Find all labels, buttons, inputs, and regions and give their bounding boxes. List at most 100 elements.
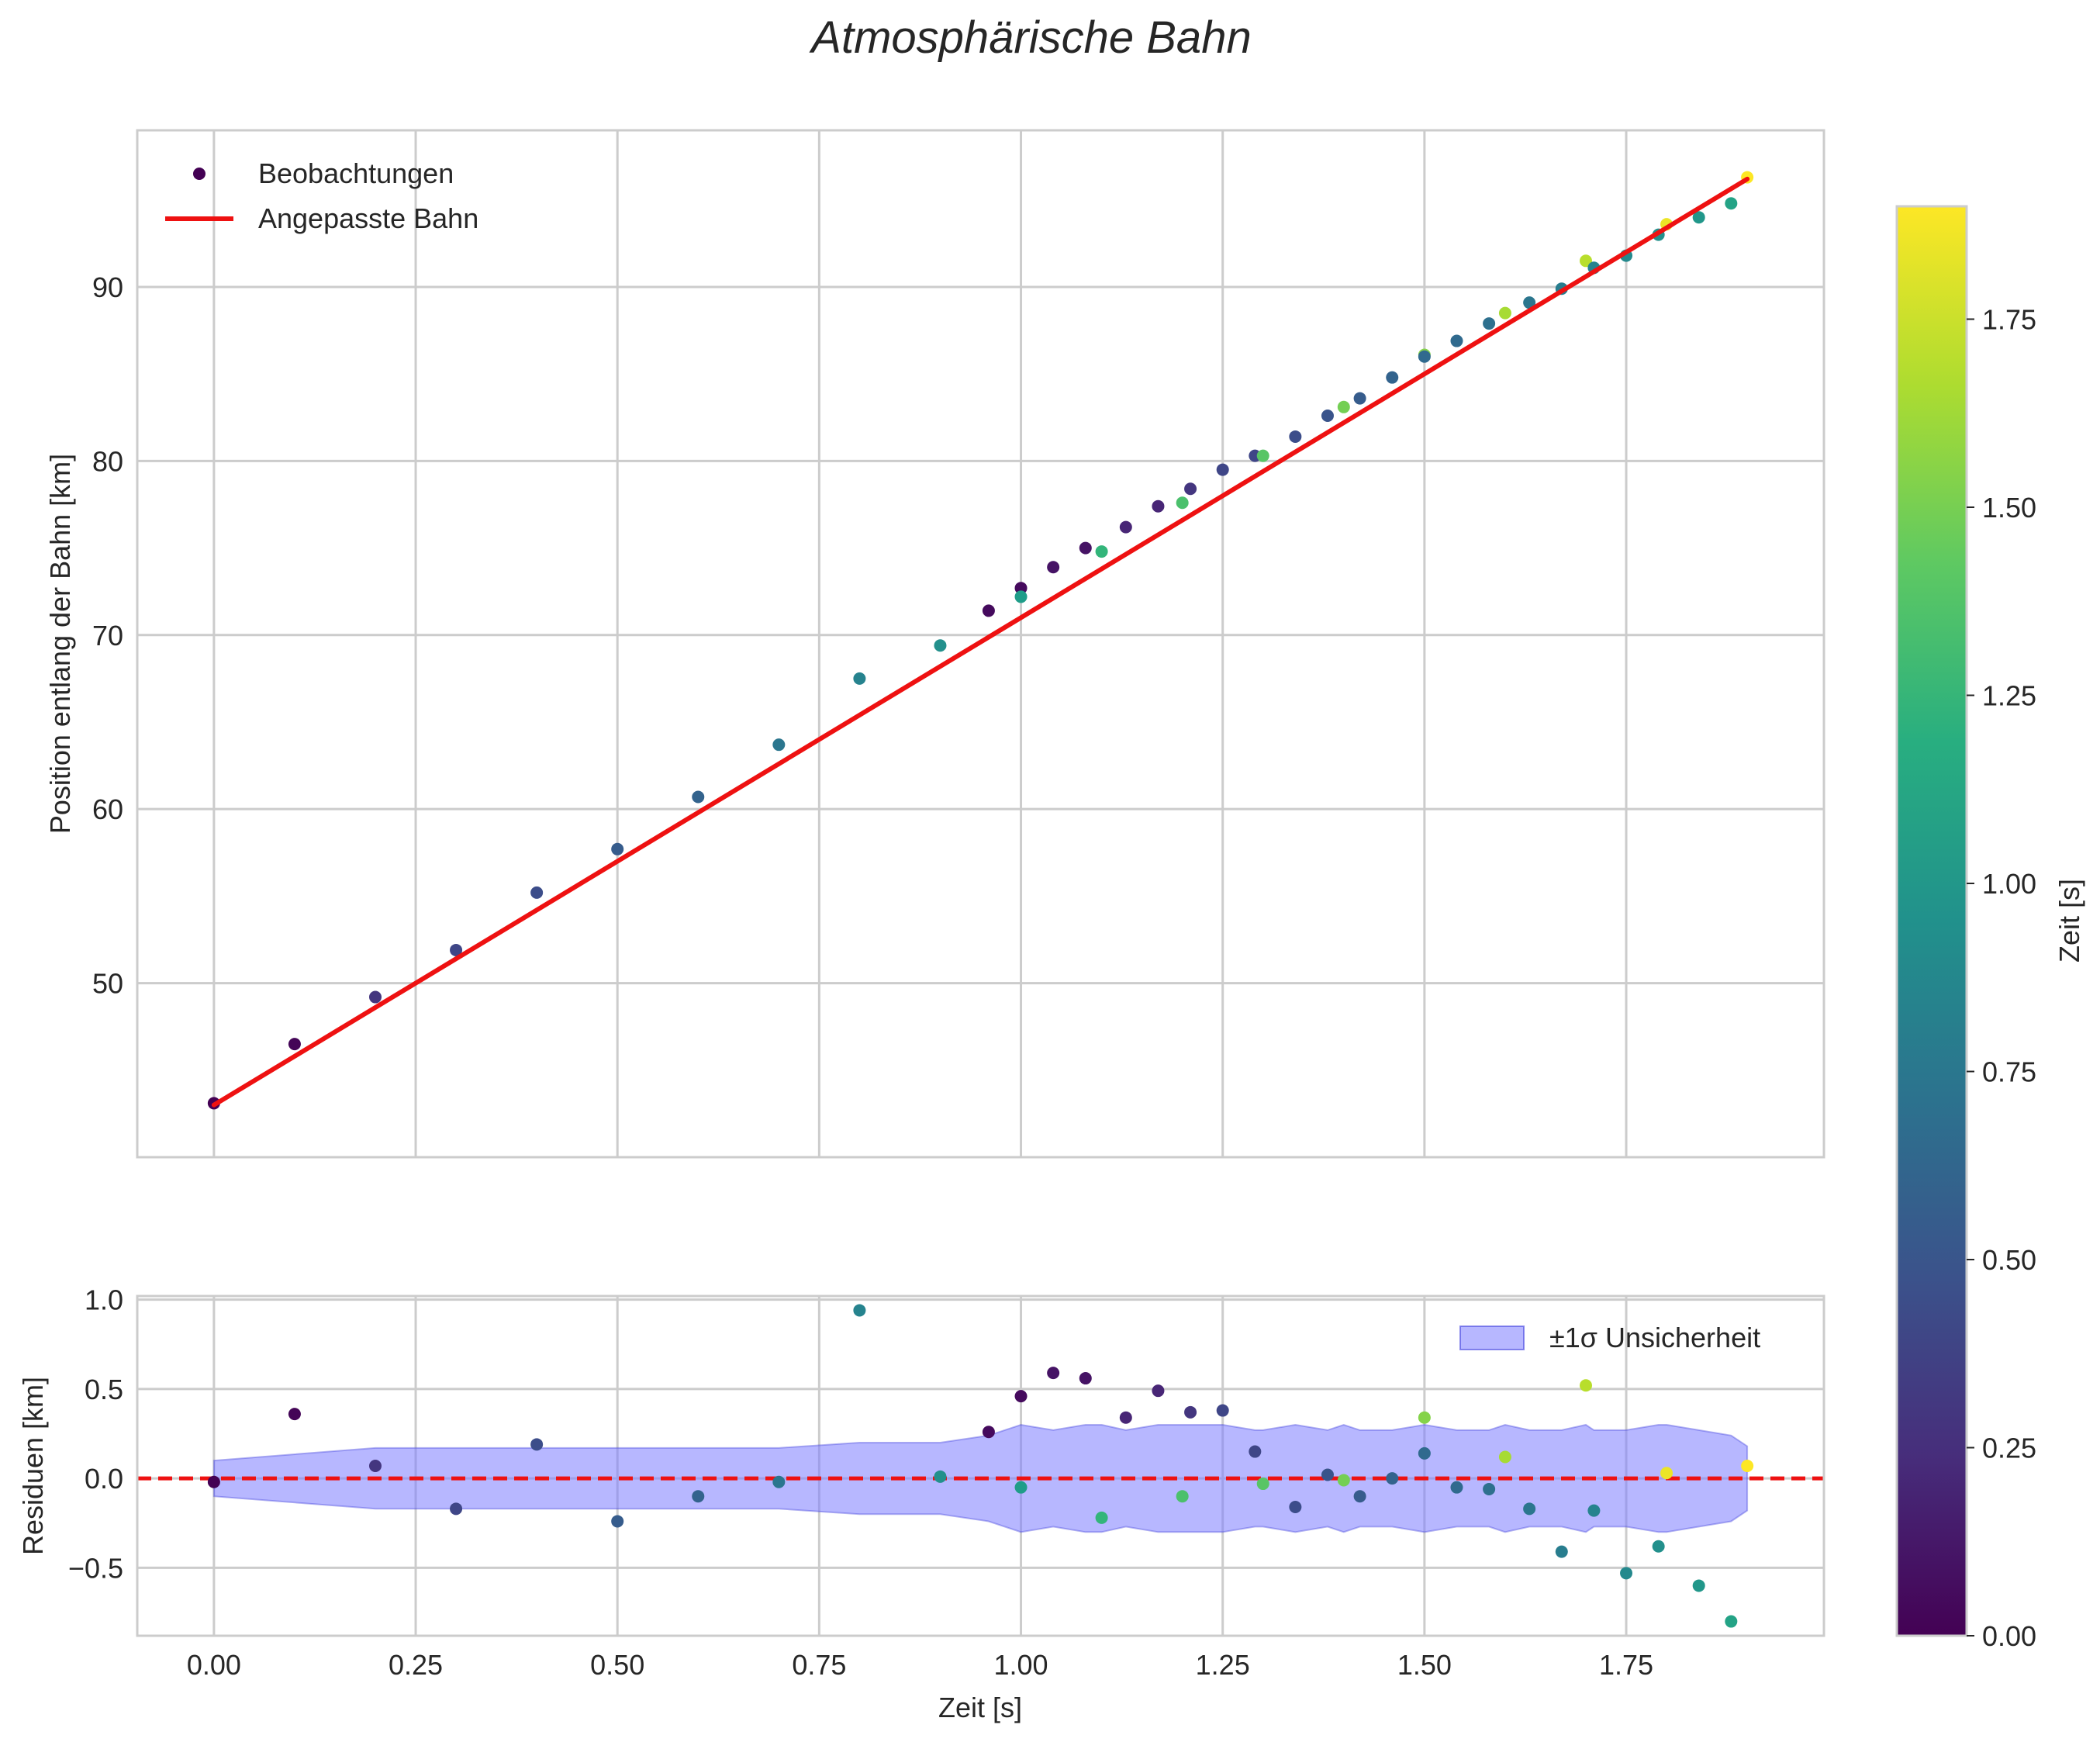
lower-y-tick-label: 0.0 (85, 1463, 123, 1495)
upper-legend: Beobachtungen Angepasste Bahn (165, 157, 478, 234)
observation-point (1418, 350, 1431, 363)
lower-y-tick-label: 1.0 (85, 1284, 123, 1316)
observation-point (1523, 296, 1536, 309)
residual-point (1256, 1478, 1269, 1491)
observation-point (1450, 334, 1463, 347)
observation-point (1337, 400, 1350, 413)
residual-point (982, 1426, 995, 1439)
observation-point (692, 790, 705, 804)
residual-point (1095, 1511, 1108, 1524)
residual-point (1184, 1405, 1197, 1419)
residual-point (1620, 1567, 1633, 1580)
upper-content (207, 171, 1754, 1110)
upper-y-tick-label: 80 (92, 445, 123, 477)
legend-fit-line-label: Angepasste Bahn (258, 202, 478, 234)
colorbar-tick-label: 1.25 (1982, 680, 2036, 712)
colorbar-tick-label: 0.00 (1982, 1620, 2036, 1652)
upper-y-ticks: 50 60 70 80 90 (92, 271, 123, 1000)
residual-point (368, 1460, 382, 1472)
x-tick-label: 1.50 (1397, 1649, 1452, 1681)
colorbar-tick-label: 1.50 (1982, 492, 2036, 524)
upper-panel: 50 60 70 80 90 Position entlang der Bahn [km… (44, 129, 1825, 1159)
residual-point (1450, 1481, 1463, 1494)
x-axis-label: Zeit [s] (938, 1692, 1022, 1723)
observation-point (1256, 449, 1269, 462)
upper-plot-frame (136, 129, 1825, 1159)
upper-y-axis-label: Position entlang der Bahn [km] (44, 454, 76, 834)
colorbar-tick-label: 0.50 (1982, 1244, 2036, 1276)
lower-y-tick-label: −0.5 (68, 1552, 123, 1584)
lower-y-tick-label: 0.5 (85, 1374, 123, 1405)
residual-point (1386, 1472, 1399, 1485)
observation-point (530, 886, 544, 899)
residual-point (1418, 1446, 1431, 1460)
residual-point (1523, 1502, 1536, 1516)
upper-y-tick-label: 90 (92, 271, 123, 303)
residual-point (1249, 1445, 1262, 1458)
x-ticks: 0.00 0.25 0.50 0.75 1.00 1.25 1.50 1.75 (187, 1649, 1653, 1681)
upper-y-tick-label: 70 (92, 620, 123, 652)
residual-point (692, 1490, 705, 1503)
x-tick-label: 1.75 (1599, 1649, 1653, 1681)
lower-legend: ±1σ Unsicherheit (1459, 1322, 1760, 1353)
residual-point (1741, 1460, 1754, 1472)
residual-point (1660, 1467, 1673, 1480)
colorbar-tick-label: 1.75 (1982, 304, 2036, 336)
observation-point (853, 672, 866, 685)
residual-point (1321, 1468, 1334, 1481)
residual-point (1047, 1367, 1060, 1380)
x-tick-label: 0.50 (590, 1649, 644, 1681)
observation-point (288, 1038, 301, 1051)
chart-title: Atmosphärische Bahn (809, 12, 1251, 63)
observation-point (1216, 463, 1229, 476)
residual-point (1176, 1490, 1189, 1503)
observation-point (1152, 499, 1165, 513)
residual-point (1555, 1545, 1568, 1558)
observation-point (1498, 306, 1511, 320)
observation-point (1079, 541, 1092, 555)
fit-line (211, 176, 1750, 1108)
residual-point (1216, 1404, 1229, 1417)
observation-point (934, 639, 947, 652)
residual-point (1079, 1372, 1092, 1385)
upper-y-tick-label: 50 (92, 968, 123, 1000)
colorbar-gradient (1895, 205, 1968, 1637)
residual-point (450, 1502, 463, 1516)
residual-point (1580, 1379, 1593, 1392)
residual-point (1289, 1501, 1302, 1514)
observation-point (1386, 371, 1399, 384)
colorbar-tick-label: 0.25 (1982, 1433, 2036, 1464)
legend-observations-label: Beobachtungen (258, 157, 454, 189)
observation-point (1580, 254, 1593, 268)
colorbar-tick-label: 1.00 (1982, 868, 2036, 900)
residual-point (1353, 1490, 1366, 1503)
colorbar-tick-label: 0.75 (1982, 1056, 2036, 1088)
residual-point (1152, 1384, 1165, 1398)
residual-point (1483, 1482, 1496, 1495)
observation-point (1176, 496, 1189, 510)
observation-point (1692, 211, 1705, 224)
observation-point (1047, 561, 1060, 574)
observation-point (1184, 482, 1197, 496)
x-tick-label: 0.75 (792, 1649, 846, 1681)
x-tick-label: 0.25 (389, 1649, 443, 1681)
residual-point (1725, 1615, 1738, 1628)
lower-plot-frame (136, 1294, 1825, 1637)
observation-point (1289, 430, 1302, 443)
observation-point (772, 738, 786, 752)
lower-y-ticks: −0.5 0.0 0.5 1.0 (68, 1284, 123, 1585)
residual-point (1652, 1540, 1665, 1553)
x-tick-label: 1.25 (1196, 1649, 1250, 1681)
colorbar-ticks: 0.00 0.25 0.50 0.75 1.00 1.25 1.50 1.75 (1967, 304, 2036, 1652)
upper-y-tick-label: 60 (92, 793, 123, 825)
residual-point (207, 1475, 220, 1488)
lower-panel: −0.5 0.0 0.5 1.0 0.00 0.25 0.50 0.75 1.00 1.25 1.… (17, 1284, 1825, 1723)
residual-point (288, 1408, 301, 1421)
observation-point (368, 990, 382, 1004)
observation-point (1014, 582, 1028, 595)
observation-point (1119, 520, 1132, 534)
residual-point (1014, 1481, 1028, 1494)
legend-band-swatch (1459, 1326, 1525, 1350)
lower-y-axis-label: Residuen [km] (17, 1377, 49, 1555)
